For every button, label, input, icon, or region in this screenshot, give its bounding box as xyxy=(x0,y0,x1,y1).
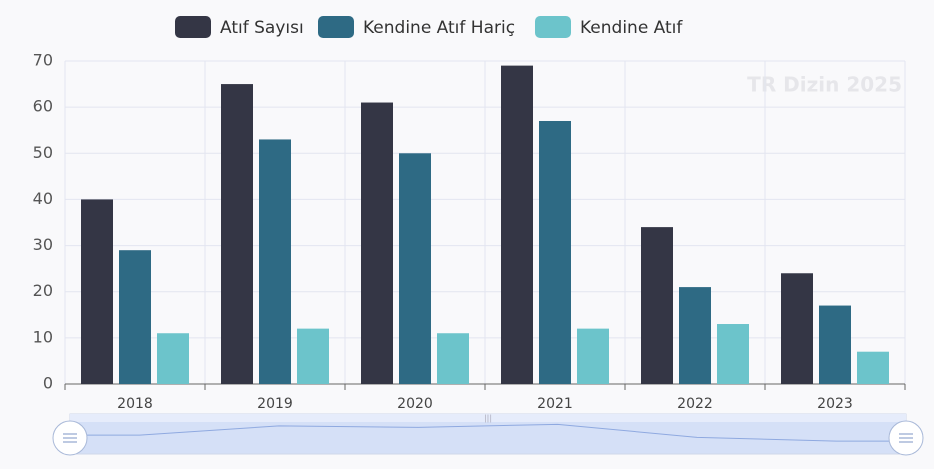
bar xyxy=(437,333,469,384)
x-tick-label: 2018 xyxy=(117,396,153,412)
y-tick-label: 0 xyxy=(43,374,53,393)
watermark: TR Dizin 2025 xyxy=(747,73,902,97)
x-tick-label: 2022 xyxy=(677,396,713,412)
bar xyxy=(297,328,329,384)
bar xyxy=(361,102,393,385)
bar xyxy=(259,139,291,384)
zoom-bar xyxy=(70,414,906,422)
bar xyxy=(221,84,253,385)
bar xyxy=(641,227,673,384)
legend-label[interactable]: Kendine Atıf xyxy=(580,18,683,38)
bar xyxy=(857,351,889,384)
bar xyxy=(679,287,711,384)
x-tick-label: 2021 xyxy=(537,396,573,412)
y-tick-label: 30 xyxy=(33,235,53,254)
bar xyxy=(819,305,851,384)
zoom-grip: ||| xyxy=(484,414,492,423)
bar xyxy=(81,199,113,384)
bar xyxy=(539,120,571,384)
legend-label[interactable]: Atıf Sayısı xyxy=(220,18,304,38)
y-tick-label: 20 xyxy=(33,281,53,300)
legend-label[interactable]: Kendine Atıf Hariç xyxy=(363,18,515,38)
y-tick-label: 60 xyxy=(33,97,53,116)
legend-swatch[interactable] xyxy=(535,16,571,38)
x-tick-label: 2023 xyxy=(817,396,853,412)
y-tick-label: 70 xyxy=(33,51,53,70)
x-tick-label: 2019 xyxy=(257,396,293,412)
bar xyxy=(717,324,749,384)
legend-swatch[interactable] xyxy=(175,16,211,38)
bar xyxy=(577,328,609,384)
bar xyxy=(157,333,189,384)
y-tick-label: 50 xyxy=(33,143,53,162)
bar xyxy=(781,273,813,384)
bar xyxy=(501,65,533,384)
bar xyxy=(119,250,151,384)
x-tick-label: 2020 xyxy=(397,396,433,412)
legend-swatch[interactable] xyxy=(318,16,354,38)
y-tick-label: 10 xyxy=(33,327,53,346)
y-tick-label: 40 xyxy=(33,189,53,208)
bar xyxy=(399,153,431,384)
zoom-preview xyxy=(70,423,906,442)
